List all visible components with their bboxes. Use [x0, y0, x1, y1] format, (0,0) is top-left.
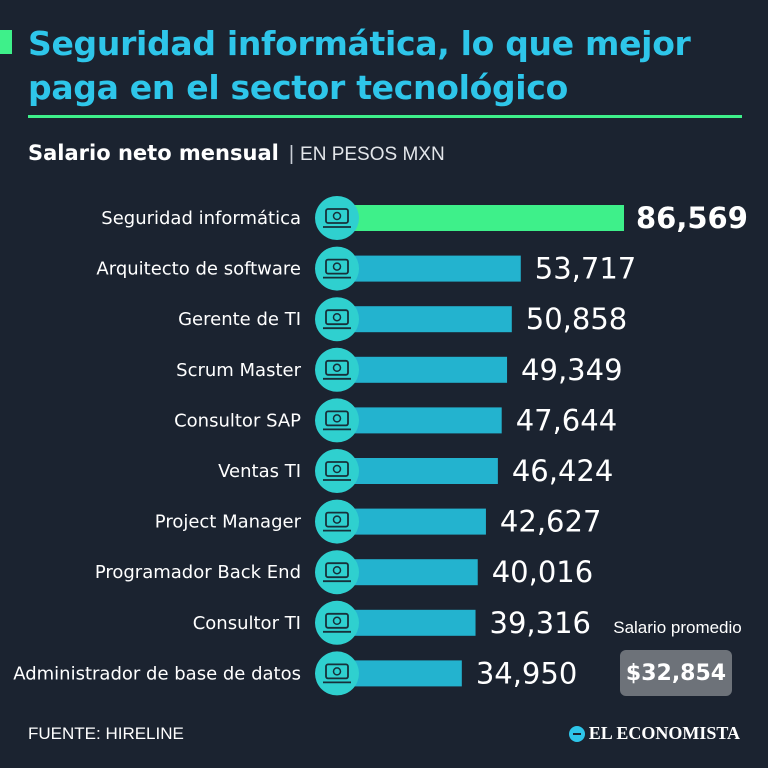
average-salary-value: $32,854	[620, 650, 732, 696]
value-label: 50,858	[526, 302, 627, 336]
category-label: Programador Back End	[95, 562, 301, 583]
category-label: Gerente de TI	[178, 309, 301, 330]
bar-row: Consultor TI 39,316	[193, 600, 591, 645]
value-label: 46,424	[512, 454, 613, 488]
bar-row: Seguridad informática 86,569	[101, 196, 748, 240]
bar	[352, 559, 478, 586]
bar-row: Gerente de TI 50,858	[178, 297, 627, 342]
brand-name: EL ECONOMISTA	[588, 723, 740, 743]
scrum-cycle-icon	[315, 347, 359, 392]
subtitle-main: Salario neto mensual	[28, 141, 279, 165]
category-label: Consultor TI	[193, 613, 301, 634]
value-label: 39,316	[490, 606, 591, 640]
value-label: 42,627	[500, 505, 601, 539]
value-label: 40,016	[492, 555, 593, 589]
value-label: 53,717	[535, 252, 636, 286]
database-admin-icon	[315, 651, 359, 696]
chart-subtitle: Salario neto mensual | EN PESOS MXN	[28, 140, 445, 166]
category-label: Administrador de base de datos	[13, 663, 301, 684]
category-label: Scrum Master	[176, 360, 301, 381]
laptop-lock-icon	[315, 196, 359, 240]
bar-row: Administrador de base de datos 34,950	[13, 651, 577, 696]
bar	[352, 356, 508, 383]
consultant-desk-icon	[315, 600, 359, 645]
category-label: Seguridad informática	[101, 208, 301, 229]
value-label: 34,950	[476, 656, 577, 690]
category-label: Arquitecto de software	[96, 259, 301, 280]
subtitle-unit: EN PESOS MXN	[300, 144, 445, 165]
subtitle-separator: |	[288, 143, 295, 165]
title-accent-bar	[0, 30, 12, 54]
title-divider	[28, 115, 742, 118]
code-window-icon	[315, 246, 359, 291]
brand-logo: EL ECONOMISTA	[568, 723, 740, 744]
category-label: Ventas TI	[218, 461, 301, 482]
bar-row: Programador Back End 40,016	[95, 550, 593, 595]
bar	[352, 508, 486, 535]
bar	[352, 609, 476, 636]
bar-row: Arquitecto de software 53,717	[96, 246, 636, 291]
bar-row: Consultor SAP 47,644	[174, 398, 617, 443]
sales-growth-icon	[315, 449, 359, 493]
developer-screen-icon	[315, 550, 359, 595]
bar	[352, 458, 498, 484]
average-salary-label: Salario promedio	[613, 618, 742, 637]
bar	[352, 306, 512, 333]
bar-row: Project Manager 42,627	[155, 499, 601, 544]
category-label: Project Manager	[155, 512, 302, 533]
bar-row: Ventas TI 46,424	[218, 449, 613, 493]
bar	[352, 255, 521, 282]
bar-row: Scrum Master 49,349	[176, 347, 623, 392]
chart-title: Seguridad informática, lo que mejor paga…	[28, 24, 691, 107]
bar	[352, 407, 502, 434]
value-label: 86,569	[636, 201, 748, 235]
consultant-chart-icon	[315, 398, 359, 443]
value-label: 49,349	[521, 353, 622, 387]
value-label: 47,644	[516, 403, 617, 437]
manager-icon	[315, 297, 359, 342]
brand-mark-icon	[568, 725, 585, 742]
source-note: FUENTE: HIRELINE	[28, 724, 184, 743]
team-gear-icon	[315, 499, 359, 544]
category-label: Consultor SAP	[174, 410, 301, 431]
bar	[352, 660, 462, 687]
bar	[352, 205, 624, 231]
